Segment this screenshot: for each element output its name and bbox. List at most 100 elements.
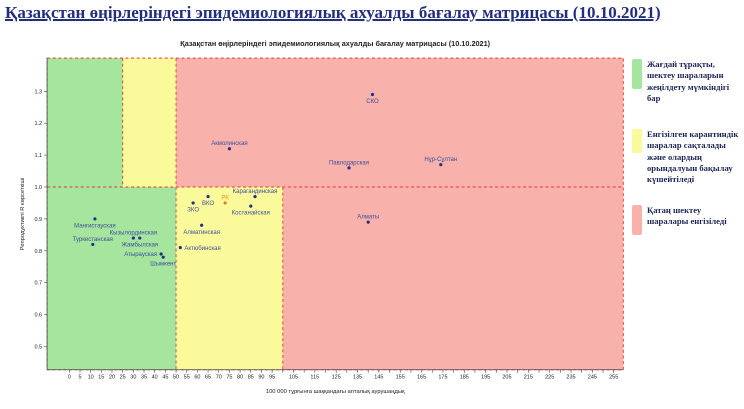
data-point-Алматинская — [200, 223, 204, 227]
data-point-Актюбинская — [178, 246, 182, 250]
data-point-label-Туркестанская: Туркестанская — [73, 237, 113, 243]
x-tick-label: 60 — [194, 375, 200, 381]
y-tick-label: 0.8 — [34, 249, 42, 255]
zone-red-above — [176, 58, 624, 188]
x-tick-label: 65 — [205, 375, 211, 381]
data-point-label-Акмолинская: Акмолинская — [211, 141, 247, 147]
zone-yellow-above — [122, 58, 177, 188]
x-tick-label: 5 — [78, 375, 81, 381]
legend-item-red: Қатаң шектеу шаралары енгізіледі — [632, 205, 742, 235]
x-tick-label: 80 — [237, 375, 243, 381]
legend-item-yellow: Енгізілген карантиндік шаралар сақталады… — [632, 129, 742, 186]
x-tick-label: 105 — [289, 375, 298, 381]
data-point-РК — [223, 201, 227, 205]
data-point-Кызылординская — [131, 236, 135, 240]
x-tick-label: 25 — [120, 375, 126, 381]
data-point-label-Шымкент: Шымкент — [150, 262, 176, 268]
y-axis-title: Репродуктивті R көрсеткіші — [20, 178, 26, 251]
data-point-Атырауская — [159, 252, 163, 256]
page-title: Қазақстан өңірлеріндегі эпидемиологиялық… — [5, 3, 661, 22]
x-tick-label: 85 — [248, 375, 254, 381]
data-point-label-РК: РК — [221, 195, 229, 201]
x-tick-label: 20 — [109, 375, 115, 381]
x-tick-label: 155 — [396, 375, 405, 381]
y-tick-label: 1.3 — [34, 89, 42, 95]
x-tick-label: 245 — [588, 375, 597, 381]
x-tick-label: 90 — [258, 375, 264, 381]
data-point-label-Мангистауская: Мангистауская — [74, 223, 115, 229]
legend-item-green: Жағдай тұрақты, шектеу шараларын жеңілде… — [632, 59, 742, 104]
data-point-label-Карагандинская: Карагандинская — [233, 189, 278, 195]
data-point-label-Жамбылская: Жамбылская — [121, 243, 158, 249]
data-point-label-ЗКО: ЗКО — [187, 207, 199, 213]
data-point-Акмолинская — [227, 147, 232, 151]
y-tick-label: 0.9 — [34, 217, 42, 223]
x-tick-label: 195 — [481, 375, 490, 381]
data-point-Павлодарская — [347, 166, 351, 170]
data-point-ЗКО — [191, 201, 195, 205]
x-tick-label: 55 — [184, 375, 190, 381]
x-tick-label: 135 — [353, 375, 362, 381]
x-tick-label: 185 — [460, 375, 469, 381]
data-point-Жамбылская — [138, 236, 142, 240]
y-tick-label: 1.0 — [34, 185, 42, 191]
y-tick-label: 0.6 — [34, 313, 42, 319]
legend-item-label: Енгізілген карантиндік шаралар сақталады… — [647, 129, 739, 185]
x-tick-label: 235 — [566, 375, 575, 381]
data-point-label-Нұр-Сұлтан: Нұр-Сұлтан — [424, 157, 457, 163]
data-point-label-Алматинская: Алматинская — [183, 230, 220, 236]
x-tick-label: 50 — [173, 375, 179, 381]
x-tick-label: 0 — [68, 375, 71, 381]
data-point-label-СКО: СКО — [366, 99, 379, 105]
data-point-Нұр-Сұлтан — [439, 163, 443, 167]
legend-item-label: Қатаң шектеу шаралары енгізіледі — [647, 205, 727, 227]
x-tick-label: 165 — [417, 375, 426, 381]
x-tick-label: 45 — [162, 375, 168, 381]
x-tick-label: 145 — [374, 375, 383, 381]
zone-green-above — [47, 58, 123, 188]
x-tick-label: 35 — [141, 375, 147, 381]
yellow-zone-swatch — [632, 129, 642, 153]
x-tick-label: 125 — [332, 375, 341, 381]
y-tick-label: 0.5 — [34, 345, 42, 351]
chart-title: Қазақстан өңірлеріндегі эпидемиологиялық… — [180, 39, 490, 48]
data-point-label-Атырауская: Атырауская — [124, 252, 157, 258]
green-zone-swatch — [632, 59, 642, 89]
x-tick-label: 15 — [98, 375, 104, 381]
x-tick-label: 70 — [216, 375, 222, 381]
data-point-label-Павлодарская: Павлодарская — [329, 160, 369, 166]
data-point-Шымкент — [161, 255, 165, 259]
x-tick-label: 75 — [226, 375, 232, 381]
data-point-Мангистауская — [93, 217, 97, 221]
x-tick-label: 205 — [502, 375, 511, 381]
data-point-Алматы — [366, 220, 370, 224]
data-point-label-Костанайская: Костанайская — [232, 210, 270, 217]
data-point-ВКО — [206, 194, 210, 199]
x-tick-label: 175 — [438, 375, 447, 381]
zone-yellow-below — [176, 187, 283, 370]
data-point-Костанайская — [249, 204, 253, 208]
data-point-label-Актюбинская: Актюбинская — [184, 246, 220, 252]
y-tick-label: 1.1 — [34, 153, 42, 159]
x-tick-label: 10 — [88, 375, 94, 381]
y-tick-label: 0.7 — [34, 281, 42, 287]
data-point-label-Кызылординская: Кызылординская — [110, 231, 157, 237]
data-point-СКО — [370, 92, 375, 97]
x-axis-title: 100 000 тұрғынға шаққандағы апталық ауру… — [266, 389, 405, 395]
data-point-label-ВКО: ВКО — [202, 201, 214, 207]
x-tick-label: 215 — [524, 375, 533, 381]
data-point-Карагандинская — [253, 194, 257, 199]
x-tick-label: 40 — [152, 375, 158, 381]
x-tick-label: 95 — [269, 375, 275, 381]
x-tick-label: 225 — [545, 375, 554, 381]
data-point-Туркестанская — [91, 242, 95, 247]
zone-green-below — [47, 187, 177, 370]
x-tick-label: 30 — [130, 375, 136, 381]
x-tick-label: 255 — [609, 375, 618, 381]
zone-red-below — [282, 187, 624, 370]
y-tick-label: 1.2 — [34, 121, 42, 127]
data-point-label-Алматы: Алматы — [357, 215, 379, 221]
red-zone-swatch — [632, 205, 642, 235]
x-tick-label: 115 — [310, 375, 319, 381]
